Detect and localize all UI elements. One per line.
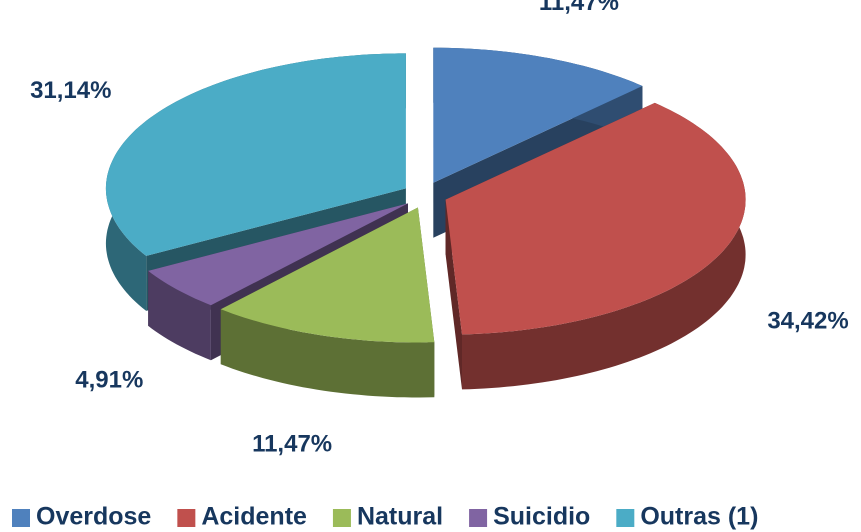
value-label: 34,42% (767, 308, 848, 335)
slice-top (220, 207, 435, 343)
slice-top (105, 53, 406, 256)
legend-swatch (332, 509, 351, 527)
slice-wall (462, 102, 746, 390)
legend-swatch (616, 509, 635, 527)
legend-label: Outras (1) (640, 503, 758, 531)
legend-swatch (177, 509, 196, 527)
legend-label: Acidente (201, 503, 307, 531)
slice-side (445, 199, 462, 390)
slice-top (433, 47, 643, 183)
slice (220, 207, 435, 398)
legend-label: Overdose (36, 503, 151, 531)
slice-top (445, 102, 746, 335)
value-label: 4,91% (75, 367, 143, 394)
legend-swatch (469, 509, 488, 527)
value-label: 31,14% (30, 77, 111, 104)
legend-label: Natural (357, 503, 443, 531)
slice-top (148, 203, 408, 306)
slice-wall (148, 270, 211, 361)
legend-swatch (12, 509, 30, 527)
slice (445, 102, 746, 390)
value-label: 11,47% (539, 0, 619, 16)
legend-label: Suicidio (493, 503, 590, 531)
value-label: 11,47% (252, 431, 332, 458)
slice-wall (220, 309, 435, 398)
